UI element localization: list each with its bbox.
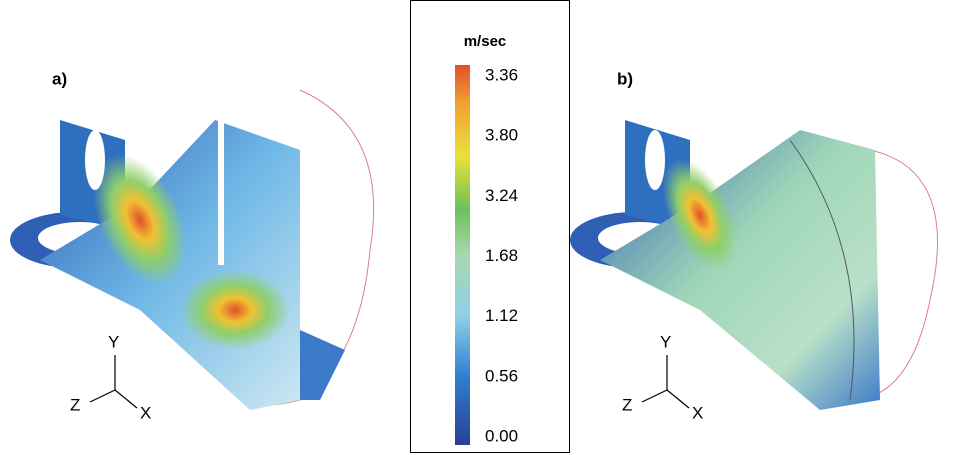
panel-a: a) Y Z X — [10, 69, 374, 422]
panel-b: b) Y Z X — [570, 69, 938, 422]
axis-label: X — [140, 403, 151, 422]
panel-label: b) — [617, 69, 633, 88]
axis-label: Y — [660, 332, 671, 351]
colorbar-unit: m/sec — [464, 33, 507, 50]
colorbar: m/sec 3.36 3.80 3.24 1.68 1.12 0.56 0.00 — [411, 1, 570, 453]
axis-triad — [642, 355, 689, 408]
colorbar-tick-label: 3.24 — [485, 186, 518, 205]
page: a) Y Z X m/sec 3.36 3.80 3.24 1.68 1.12 0.56 0… — [0, 0, 957, 455]
colorbar-tick-label: 1.12 — [485, 306, 518, 325]
panel-label: a) — [52, 69, 67, 88]
axis-triad — [90, 355, 137, 408]
colorbar-tick-label: 1.68 — [485, 246, 518, 265]
colorbar-tick-label: 0.56 — [485, 366, 518, 385]
axis-label: Z — [622, 395, 632, 414]
color-scale — [455, 65, 470, 445]
colorbar-tick-label: 3.80 — [485, 126, 518, 145]
axis-label: Z — [70, 395, 80, 414]
axis-label: Y — [108, 332, 119, 351]
colorbar-tick-label: 0.00 — [485, 426, 518, 445]
colorbar-tick-label: 3.36 — [485, 65, 518, 84]
axis-label: X — [692, 403, 703, 422]
figure: a) Y Z X m/sec 3.36 3.80 3.24 1.68 1.12 0.56 0… — [0, 0, 957, 455]
